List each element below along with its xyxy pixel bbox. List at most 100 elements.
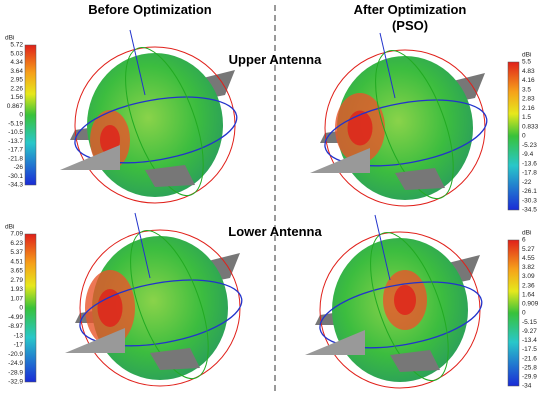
- colorbar-unit: dBi: [5, 224, 14, 231]
- blue-circle: [324, 99, 488, 167]
- colorbar-tick-label: 5.27: [522, 246, 535, 253]
- colorbar-tick-label: 0: [522, 310, 526, 317]
- colorbar: [24, 233, 37, 383]
- column-title: (PSO): [392, 18, 428, 33]
- hot-spot-core: [347, 110, 373, 146]
- colorbar-tick-label: -10.5: [8, 129, 23, 136]
- patterns: [60, 29, 488, 389]
- cone: [305, 330, 365, 355]
- colorbar-tick-label: -25.8: [522, 364, 537, 371]
- colorbar-tick-label: 3.82: [522, 264, 535, 271]
- colorbar-tick-label: 1.64: [522, 291, 535, 298]
- colorbar-tick-label: 1.93: [10, 286, 23, 293]
- colorbar-tick-label: -4.99: [8, 314, 23, 321]
- colorbar-unit: dBi: [522, 52, 531, 59]
- colorbar-tick-label: -34.3: [8, 182, 23, 189]
- colorbar: [507, 239, 520, 387]
- colorbar-tick-label: -22: [522, 179, 532, 186]
- colorbar-tick-label: -34: [522, 383, 532, 390]
- colorbar-tick-label: -21.8: [8, 155, 23, 162]
- colorbar-tick-label: -13.7: [8, 138, 23, 145]
- colorbar-tick-label: 4.83: [522, 68, 535, 75]
- hot-spot-core: [97, 289, 123, 327]
- axis-arrow: [129, 29, 146, 96]
- colorbar-tick-label: -32.9: [8, 379, 23, 386]
- colorbar-tick-label: -5.19: [8, 120, 23, 127]
- colorbar-tick-label: 5.03: [10, 50, 23, 57]
- colorbar-tick-label: 0: [19, 305, 23, 312]
- colorbar-tick-label: 2.79: [10, 277, 23, 284]
- colorbar-tick-label: 4.34: [10, 59, 23, 66]
- fin: [150, 348, 200, 370]
- fin: [395, 168, 445, 190]
- colorbar-tick-label: 4.16: [522, 77, 535, 84]
- colorbar: [507, 61, 520, 211]
- axis-arrow: [374, 214, 391, 281]
- colorbar-tick-label: 2.26: [10, 85, 23, 92]
- hot-spot-core: [394, 285, 416, 315]
- colorbar-unit: dBi: [5, 35, 14, 42]
- colorbar-tick-label: -30.3: [522, 197, 537, 204]
- green-circle: [375, 50, 454, 200]
- colorbar-tick-label: -20.9: [8, 351, 23, 358]
- colorbar-tick-label: -13: [14, 332, 24, 339]
- colorbar-tick-label: 3.5: [522, 86, 531, 93]
- colorbar-tick-label: -17.7: [8, 147, 23, 154]
- colorbar-tick-label: -8.97: [8, 323, 23, 330]
- colorbar-tick-label: -9.4: [522, 151, 534, 158]
- blue-circle: [74, 96, 238, 164]
- colorbar-tick-label: 0.833: [522, 123, 539, 130]
- colorbar-tick-label: -5.23: [522, 142, 537, 149]
- fin: [145, 165, 195, 187]
- colorbar-tick-label: 1.56: [10, 94, 23, 101]
- colorbar-tick-label: 6.23: [10, 240, 23, 247]
- fin: [390, 350, 440, 372]
- axis-arrow: [379, 32, 396, 99]
- row-title: Lower Antenna: [228, 224, 322, 239]
- colorbar-tick-label: 2.95: [10, 77, 23, 84]
- colorbar-tick-label: -30.1: [8, 173, 23, 180]
- colorbar-tick-label: 1.07: [10, 295, 23, 302]
- green-circle: [130, 230, 209, 380]
- colorbar-tick-label: 0.909: [522, 301, 539, 308]
- radiation-pattern: [337, 56, 473, 200]
- colorbar-tick-label: -17: [14, 342, 24, 349]
- colorbar-tick-label: 4.51: [10, 258, 23, 265]
- colorbar-tick-label: 1.5: [522, 114, 531, 121]
- axis-arrow: [134, 212, 151, 279]
- colorbar-tick-label: -13.4: [522, 337, 537, 344]
- row-title: Upper Antenna: [229, 52, 322, 67]
- colorbar-tick-label: 5.72: [10, 42, 23, 49]
- blue-circle: [319, 281, 483, 349]
- colorbar-unit: dBi: [522, 230, 531, 237]
- colorbar-tick-label: -21.6: [522, 355, 537, 362]
- cone: [310, 148, 370, 173]
- column-title: After Optimization: [354, 2, 467, 17]
- colorbar-tick-label: -24.9: [8, 360, 23, 367]
- colorbar-tick-label: 2.16: [522, 105, 535, 112]
- colorbar-tick-label: 0: [19, 112, 23, 119]
- colorbar-tick-label: -17.5: [522, 346, 537, 353]
- colorbar-tick-label: 5.37: [10, 249, 23, 256]
- blue-circle: [79, 279, 243, 347]
- colorbar-tick-label: -9.27: [522, 328, 537, 335]
- colorbar-tick-label: 0.867: [7, 103, 24, 110]
- colorbar-tick-label: -13.6: [522, 160, 537, 167]
- colorbar-tick-label: -26.1: [522, 188, 537, 195]
- colorbar-tick-label: 0: [522, 133, 526, 140]
- colorbar-tick-label: 2.83: [522, 96, 535, 103]
- colorbar: [24, 44, 37, 186]
- colorbar-tick-label: 5.5: [522, 59, 531, 66]
- colorbar-tick-label: -5.15: [522, 319, 537, 326]
- colorbar-tick-label: 7.09: [10, 231, 23, 238]
- radiation-pattern: [92, 236, 228, 380]
- colorbar-tick-label: 3.09: [522, 273, 535, 280]
- green-circle: [125, 47, 204, 197]
- cone: [60, 145, 120, 170]
- colorbar-tick-label: 3.64: [10, 68, 23, 75]
- colorbar-tick-label: 6: [522, 237, 526, 244]
- green-circle: [370, 232, 449, 382]
- cone: [65, 328, 125, 353]
- colorbar-tick-label: -28.9: [8, 369, 23, 376]
